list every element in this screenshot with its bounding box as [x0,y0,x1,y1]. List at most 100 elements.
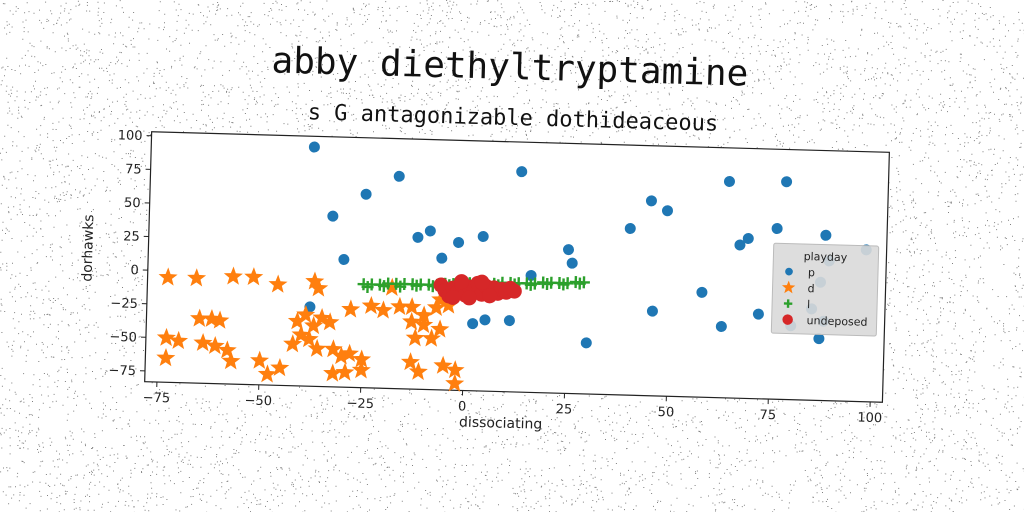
point-l [573,277,586,290]
point-p [477,230,489,242]
point-d [331,346,351,365]
point-d [430,319,450,338]
point-d [323,363,343,382]
y-tick-label: −50 [109,330,137,346]
point-p [338,253,350,265]
point-d [158,267,178,286]
legend-marker-p [785,267,793,276]
point-d [341,299,361,318]
point-p [661,205,673,217]
data-marks [156,141,872,392]
legend-marker-l [783,299,793,308]
point-d [400,352,420,371]
series-undeposed [433,274,522,306]
point-d [382,277,402,296]
legend-label-undeposed: undeposed [806,314,867,329]
point-d [257,364,277,383]
point-d [361,295,381,315]
y-tick-label: 100 [117,128,142,144]
chart-subtitle: s G antagonizable dothideaceous [307,100,718,136]
point-p [742,233,754,245]
x-tick-label: −50 [244,393,272,409]
point-d [221,351,241,370]
legend-marker-d [781,280,796,294]
point-d [223,266,243,285]
point-d [210,310,230,329]
point-undeposed [445,289,461,305]
point-undeposed [461,290,477,306]
point-p [820,229,832,241]
point-d [193,332,213,352]
point-d [373,300,393,319]
point-undeposed [482,288,498,304]
point-d [304,315,324,335]
point-p [393,170,405,182]
legend-title: playday [803,250,847,264]
point-d [421,328,441,347]
point-p [715,320,727,332]
point-undeposed [506,283,522,299]
point-p [467,318,479,330]
x-axis-label: dissociating [459,414,543,432]
point-d [323,339,343,358]
x-tick-label: 50 [657,405,674,420]
legend-label-p: p [808,266,815,279]
point-l [410,279,423,292]
point-d [405,328,425,347]
point-d [445,373,465,392]
point-d [307,338,327,358]
point-d [408,361,428,381]
point-l [377,280,390,293]
x-tick-label: 75 [759,408,776,423]
point-p [771,223,783,235]
point-d [156,327,176,347]
point-p [503,315,515,327]
legend: playday pdl undeposed [770,242,880,337]
x-tick-label: −75 [143,391,171,407]
point-d [402,311,422,331]
point-d [445,360,465,379]
plot-area [144,131,890,403]
point-d [439,295,459,314]
point-d [433,355,453,375]
point-l [361,280,374,294]
point-p [646,305,658,317]
point-d [414,314,434,334]
point-p [453,237,465,249]
x-tick-label: 0 [458,399,467,414]
point-d [320,312,340,331]
point-d [287,311,307,330]
point-p [308,141,320,153]
chart-title: abby diethyltryptamine [271,40,749,94]
legend-box [770,242,880,337]
point-d [339,343,360,363]
legend-items: pdl undeposed [781,266,868,329]
x-tick-label: 100 [857,411,882,427]
point-l [524,278,537,291]
y-tick-label: 50 [124,196,141,211]
point-p [696,286,708,298]
point-p [734,239,746,251]
point-d [190,308,210,327]
point-l [541,277,554,291]
legend-marker-undeposed [782,314,793,325]
point-p [566,257,578,269]
point-d [244,267,264,286]
point-d [283,334,303,353]
point-undeposed [474,274,490,290]
y-tick-label: −75 [108,363,136,379]
y-tick-label: 25 [123,229,140,244]
point-undeposed [454,274,470,290]
point-p [327,210,339,222]
point-p [645,195,657,207]
point-d [268,274,288,293]
point-d [352,349,372,368]
point-d [402,297,422,316]
point-p [624,222,636,234]
point-p [781,176,793,188]
point-p [360,188,372,200]
y-axis-label: dorhawks [79,214,97,282]
point-d [305,271,325,290]
point-p [563,244,575,256]
